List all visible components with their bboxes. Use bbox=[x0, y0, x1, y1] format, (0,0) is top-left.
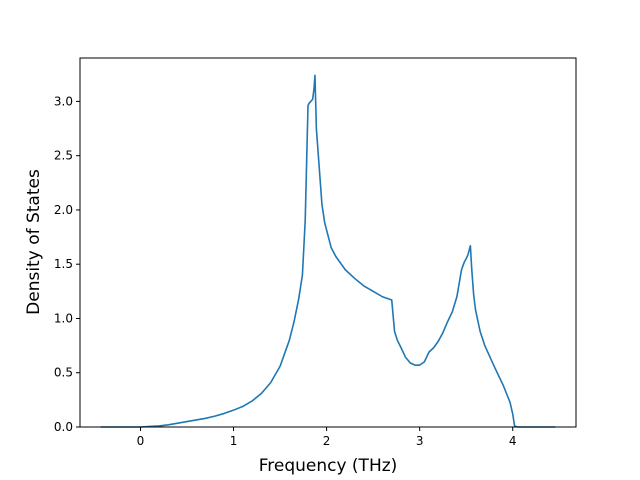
y-tick-label: 1.0 bbox=[54, 311, 73, 325]
x-tick-label: 1 bbox=[230, 434, 238, 448]
ticks-layer: 0 1 2 3 4 0.0 0.5 1.0 1.5 2.0 2.5 3.0 bbox=[54, 94, 517, 448]
y-tick-label: 1.5 bbox=[54, 257, 73, 271]
x-axis-label: Frequency (THz) bbox=[259, 456, 398, 476]
y-tick-label: 3.0 bbox=[54, 94, 73, 108]
x-tick-label: 0 bbox=[137, 434, 145, 448]
y-tick-label: 2.5 bbox=[54, 149, 73, 163]
y-tick-label: 0.5 bbox=[54, 366, 73, 380]
y-tick-label: 0.0 bbox=[54, 420, 73, 434]
x-tick-label: 2 bbox=[323, 434, 331, 448]
x-tick-label: 3 bbox=[416, 434, 424, 448]
plot-frame bbox=[79, 57, 577, 428]
y-tick-label: 2.0 bbox=[54, 203, 73, 217]
dos-series-line-0 bbox=[100, 74, 556, 428]
plot-layer bbox=[100, 74, 556, 428]
x-tick-label: 4 bbox=[509, 434, 517, 448]
y-axis-label: Density of States bbox=[24, 169, 44, 315]
